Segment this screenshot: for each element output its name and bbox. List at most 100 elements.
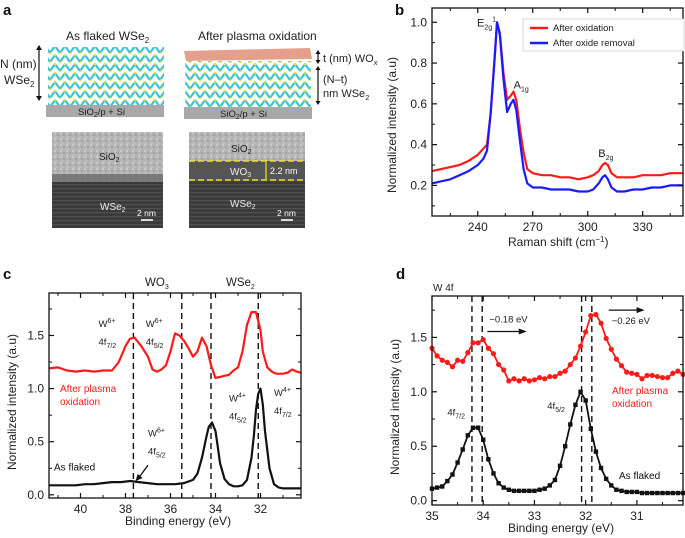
panel-a-label: a [3,2,12,19]
data-point [634,489,640,495]
x-tick-label: 33 [528,509,542,523]
peak-label-line2: 4f7/2 [99,337,117,350]
panel-d-annotations: −0.18 eV −0.26 eV 4f7/2 4f5/2 After plasma ox… [447,307,669,482]
y-tick-label: 0.2 [410,178,427,192]
data-point [542,486,547,491]
panel-b-series-group [431,21,683,193]
data-point [511,488,517,494]
data-point [470,425,476,430]
substrate-right-label: SiO2/p + Si [220,109,267,121]
panel-d-title: W 4f [433,283,454,294]
data-point [567,361,573,368]
data-point [552,477,558,483]
panel-b-legend: After oxidation After oxide removal [522,18,685,52]
data-point [480,336,486,343]
panel-d-label: d [396,266,405,283]
left-thickness-label-1: N (nm) [0,57,37,71]
series-line-after-plasma-oxidation [48,311,302,380]
tem-right-wse2-label: WSe2 [230,199,256,211]
data-point [506,487,512,492]
data-point [675,490,681,496]
peak-label-line1: W6+ [146,318,163,330]
y-tick-label: 1.0 [410,15,427,29]
data-point [562,368,568,374]
data-point [598,465,604,471]
legend-label-after-oxide-removal: After oxide removal [553,38,635,49]
panel-c-axes: 40 38 36 34 32 0.0 0.5 1.0 1.5 [27,293,301,516]
data-point [583,398,588,403]
data-point [614,487,619,492]
peak-label-line2: 4f5/2 [146,337,164,350]
series-line-as-flaked [49,387,301,490]
data-point [490,351,497,357]
x-tick-label: 34 [209,502,223,516]
panel-c-frame [48,292,302,499]
data-point [562,444,568,449]
series-label-oxidation: oxidation [612,399,652,410]
data-point [568,422,573,427]
data-point [434,485,440,490]
x-tick-label: 38 [119,502,133,516]
shift-arrowhead [518,328,527,335]
data-point [624,369,630,375]
series-line-after-oxide-removal [431,21,683,193]
panel-c-ylabel: Normalized intensity (a.u) [5,334,19,470]
data-point [440,484,445,489]
y-tick-label: 0.0 [410,494,427,508]
data-point [522,488,527,494]
data-point [593,449,599,454]
data-point [552,373,558,380]
left-thickness-label-2: WSe2 [4,73,35,89]
data-point [501,367,507,373]
data-point [572,355,579,361]
data-point [501,485,506,490]
orbital-label: 4f5/2 [547,401,565,414]
panel-d-frame [431,295,684,506]
data-point [588,312,594,319]
group-label-wse2: WSe2 [226,277,255,291]
panel-d-xlabel: Binding energy (eV) [508,521,614,535]
data-point [516,488,522,494]
data-point [557,370,563,376]
data-point [481,437,486,442]
series-label-as-flaked: As flaked [619,471,660,482]
y-tick-label: 0.6 [410,97,427,111]
tem-left-sio2-label: SiO2 [99,152,120,164]
data-point [639,376,645,382]
right-schematic-title: After plasma oxidation [198,29,317,43]
annotation-arrowhead [135,474,143,482]
y-tick-label: 0.5 [27,435,44,449]
x-tick-label: 32 [579,509,593,523]
data-point [547,373,553,380]
data-point [603,335,609,342]
data-point [465,350,471,356]
x-tick-label: 40 [74,502,88,516]
data-point [537,487,542,492]
y-tick-label: 0.0 [27,488,44,502]
tem-right-sio2-label: SiO2 [231,144,252,156]
data-point [665,375,671,381]
data-point [644,372,650,379]
data-point [609,483,614,488]
x-tick-label: 270 [523,220,543,234]
peak-label-a1g: A1g [514,79,529,93]
x-tick-label: 32 [254,502,268,516]
x-tick-label: 36 [164,502,178,516]
data-point [516,378,522,384]
series-label-as-flaked: As flaked [54,462,95,473]
panel-b-axes: 240 270 300 330 0.2 0.4 0.6 0.8 1.0 E2g1 A1g B2g [410,8,683,234]
data-point [491,471,496,476]
substrate-right [184,107,312,119]
data-point [434,353,440,359]
y-tick-label: 1.5 [410,330,427,344]
x-tick-label: 240 [468,220,488,234]
data-point [577,343,584,349]
legend-label-after-oxidation: After oxidation [553,23,614,34]
data-point [557,463,563,469]
peak-label-line1: W4+ [274,387,291,399]
data-point [665,490,670,496]
group-label-wo3: WO3 [145,277,169,291]
series-label-after-plasma: After plasma [612,386,669,397]
y-tick-label: 0.4 [410,138,427,152]
